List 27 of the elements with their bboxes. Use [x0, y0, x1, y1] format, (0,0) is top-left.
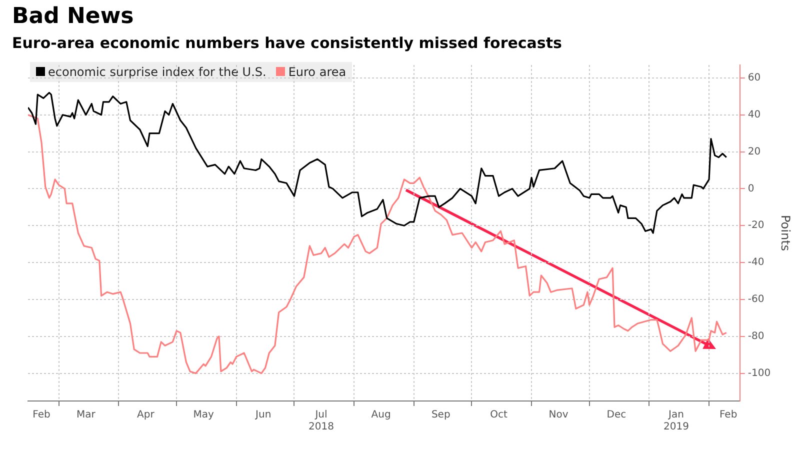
y-tick-label: 0	[748, 183, 754, 194]
x-tick-label: Jan 2019	[664, 410, 689, 433]
y-tick-label: -20	[748, 220, 764, 232]
x-tick-label: Feb	[32, 410, 50, 421]
x-tick-label: Nov	[548, 410, 568, 421]
chart-subtitle: Euro-area economic numbers have consistently missed forecasts	[12, 34, 562, 52]
y-tick-label: -40	[748, 257, 764, 268]
y-tick-label: -100	[748, 368, 771, 379]
x-tick-label: Mar	[76, 410, 96, 421]
x-tick-label: Jul 2018	[308, 410, 334, 433]
x-tick-label: Aug	[371, 410, 391, 421]
x-tick-label: Jun	[254, 410, 272, 421]
y-axis-title: Points	[778, 214, 793, 252]
y-tick-label: 60	[748, 72, 761, 84]
x-tick-label: Apr	[137, 410, 156, 421]
y-tick-label: -60	[748, 294, 764, 306]
chart-title: Bad News	[12, 4, 134, 29]
legend-label: Euro area	[288, 65, 346, 79]
legend-label: economic surprise index for the U.S.	[48, 65, 266, 79]
x-tick-label: Feb	[719, 410, 738, 421]
y-tick-label: 20	[748, 146, 761, 158]
x-tick-label: May	[193, 410, 214, 421]
y-tick-label: 40	[748, 109, 761, 120]
x-tick-label: Sep	[431, 410, 450, 421]
x-tick-label: Dec	[606, 410, 626, 421]
y-tick-label: -80	[748, 330, 764, 342]
x-tick-label: Oct	[490, 410, 508, 421]
